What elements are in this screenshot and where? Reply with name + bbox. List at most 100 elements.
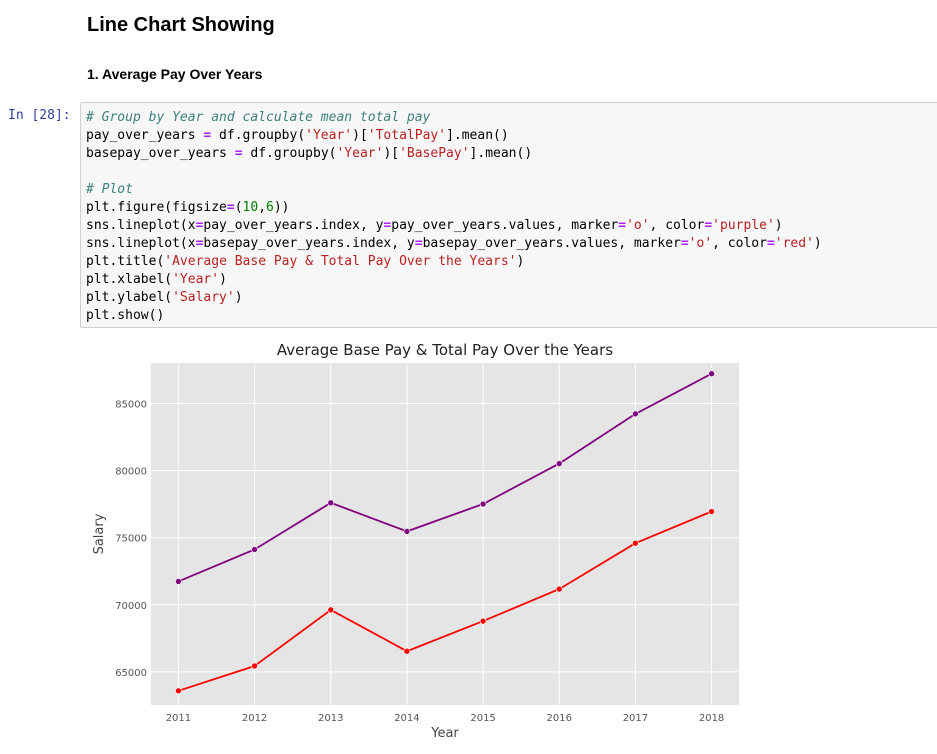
code-token: )[ bbox=[352, 128, 368, 143]
y-tick-label: 80000 bbox=[115, 467, 147, 478]
plot-area bbox=[151, 363, 739, 705]
code-token: pay_over_years.values, marker bbox=[391, 218, 619, 233]
code-line: pay_over_years = df.groupby('Year')['Tot… bbox=[86, 127, 932, 145]
series-2-point bbox=[251, 662, 258, 670]
series-1-point bbox=[251, 546, 258, 553]
code-token: ].mean() bbox=[446, 128, 509, 143]
code-token: pay_over_years.index, y bbox=[203, 218, 384, 233]
notebook-subheading: 1. Average Pay Over Years bbox=[87, 66, 263, 82]
code-token: ( bbox=[234, 200, 243, 215]
code-token: # Plot bbox=[86, 182, 133, 197]
x-tick-label: 2017 bbox=[623, 713, 648, 724]
code-token: = bbox=[680, 236, 689, 251]
code-line: plt.xlabel('Year') bbox=[86, 271, 932, 289]
series-2-point bbox=[175, 687, 182, 695]
x-tick-label: 2012 bbox=[242, 713, 267, 724]
chart-title: Average Base Pay & Total Pay Over the Ye… bbox=[277, 341, 613, 359]
x-tick-label: 2011 bbox=[166, 713, 191, 724]
x-axis-ticks: 2011 2012 2013 2014 2015 2016 2017 2018 bbox=[166, 713, 725, 724]
code-line: sns.lineplot(x=pay_over_years.index, y=p… bbox=[86, 217, 932, 235]
code-token: 'BasePay' bbox=[399, 146, 470, 161]
code-token: basepay_over_years bbox=[86, 146, 235, 161]
series-1-point bbox=[403, 528, 411, 535]
x-tick-label: 2013 bbox=[318, 713, 343, 724]
code-token: = bbox=[226, 200, 235, 215]
y-axis-label: Salary bbox=[92, 513, 107, 554]
code-token: df.groupby( bbox=[211, 128, 306, 143]
code-line bbox=[86, 163, 932, 181]
code-token: )[ bbox=[383, 146, 400, 161]
notebook-heading: Line Chart Showing bbox=[87, 14, 275, 36]
code-token: 'o' bbox=[626, 218, 650, 233]
code-token: basepay_over_years.index, y bbox=[203, 236, 415, 251]
series-1-point bbox=[555, 460, 563, 467]
series-line-1 bbox=[178, 372, 713, 583]
code-token: 'Average Base Pay & Total Pay Over the Y… bbox=[164, 254, 517, 269]
code-token: 'TotalPay' bbox=[367, 128, 447, 143]
y-tick-label: 70000 bbox=[115, 601, 147, 612]
code-token: = bbox=[414, 236, 423, 251]
cell-prompt: In [28]: bbox=[8, 108, 71, 123]
series-1-point bbox=[175, 578, 182, 585]
series-2-point bbox=[555, 585, 563, 593]
code-line: sns.lineplot(x=basepay_over_years.index,… bbox=[86, 235, 932, 253]
x-tick-label: 2014 bbox=[394, 713, 419, 724]
code-token: plt.figure(figsize bbox=[86, 200, 227, 215]
code-token: sns.lineplot(x bbox=[86, 236, 196, 251]
code-token: ) bbox=[813, 236, 822, 251]
code-line: # Group by Year and calculate mean total… bbox=[86, 109, 932, 127]
code-line: basepay_over_years = df.groupby('Year')[… bbox=[86, 145, 932, 163]
code-token: plt.show() bbox=[86, 308, 165, 323]
x-tick-label: 2018 bbox=[699, 713, 724, 724]
code-token: 'Year' bbox=[305, 128, 353, 143]
code-token: = bbox=[234, 146, 243, 161]
series-2-point bbox=[403, 647, 411, 655]
x-axis-label: Year bbox=[430, 726, 459, 741]
code-token: plt.ylabel( bbox=[86, 290, 173, 305]
code-token: ].mean() bbox=[469, 146, 533, 161]
y-tick-label: 85000 bbox=[115, 400, 147, 411]
code-token: , color bbox=[712, 236, 767, 251]
code-token: basepay_over_years.values, marker bbox=[422, 236, 681, 251]
series-1-point bbox=[632, 410, 639, 418]
code-token: 'o' bbox=[688, 236, 713, 251]
code-token: ) bbox=[516, 254, 525, 269]
code-token: 'Year' bbox=[172, 272, 220, 287]
code-line: plt.ylabel('Salary') bbox=[86, 289, 932, 307]
code-token: 6 bbox=[266, 200, 274, 215]
code-line: plt.show() bbox=[86, 307, 932, 325]
series-2-point bbox=[479, 617, 487, 625]
code-token: , bbox=[258, 200, 267, 215]
code-token: 'purple' bbox=[712, 218, 775, 233]
series-1-point bbox=[708, 370, 715, 378]
code-token: = bbox=[195, 236, 204, 251]
code-token: ) bbox=[219, 272, 227, 287]
code-token: = bbox=[383, 218, 392, 233]
code-token: # Group by Year and calculate mean total… bbox=[86, 110, 431, 125]
code-token: )) bbox=[273, 200, 290, 215]
series-line-2 bbox=[178, 510, 712, 692]
y-axis-ticks: 65000 70000 75000 80000 85000 bbox=[115, 400, 147, 679]
series-2-point bbox=[708, 508, 715, 515]
line-chart: 2011 2012 2013 2014 2015 2016 2017 2018 65000 70… bbox=[92, 341, 739, 741]
code-cell-editor[interactable]: # Group by Year and calculate mean total… bbox=[80, 102, 937, 328]
y-tick-label: 75000 bbox=[115, 534, 147, 545]
code-token: sns.lineplot(x bbox=[86, 218, 196, 233]
code-token: plt.title( bbox=[86, 254, 165, 269]
y-tick-label: 65000 bbox=[115, 668, 147, 679]
x-tick-label: 2015 bbox=[470, 713, 495, 724]
series-lines bbox=[175, 370, 715, 695]
code-line: plt.figure(figsize=(10,6)) bbox=[86, 199, 932, 217]
code-token: 'Year' bbox=[336, 146, 384, 161]
code-token: 10 bbox=[242, 200, 259, 215]
series-1-point bbox=[327, 499, 335, 507]
series-2-point bbox=[632, 539, 639, 547]
series-1-point bbox=[479, 500, 487, 508]
code-token: , color bbox=[649, 218, 705, 233]
code-token: = bbox=[203, 128, 212, 143]
code-token: pay_over_years bbox=[86, 128, 204, 143]
code-token: = bbox=[704, 218, 713, 233]
code-token: = bbox=[195, 218, 204, 233]
code-token: 'red' bbox=[774, 236, 814, 251]
code-token: 'Salary' bbox=[172, 290, 235, 305]
